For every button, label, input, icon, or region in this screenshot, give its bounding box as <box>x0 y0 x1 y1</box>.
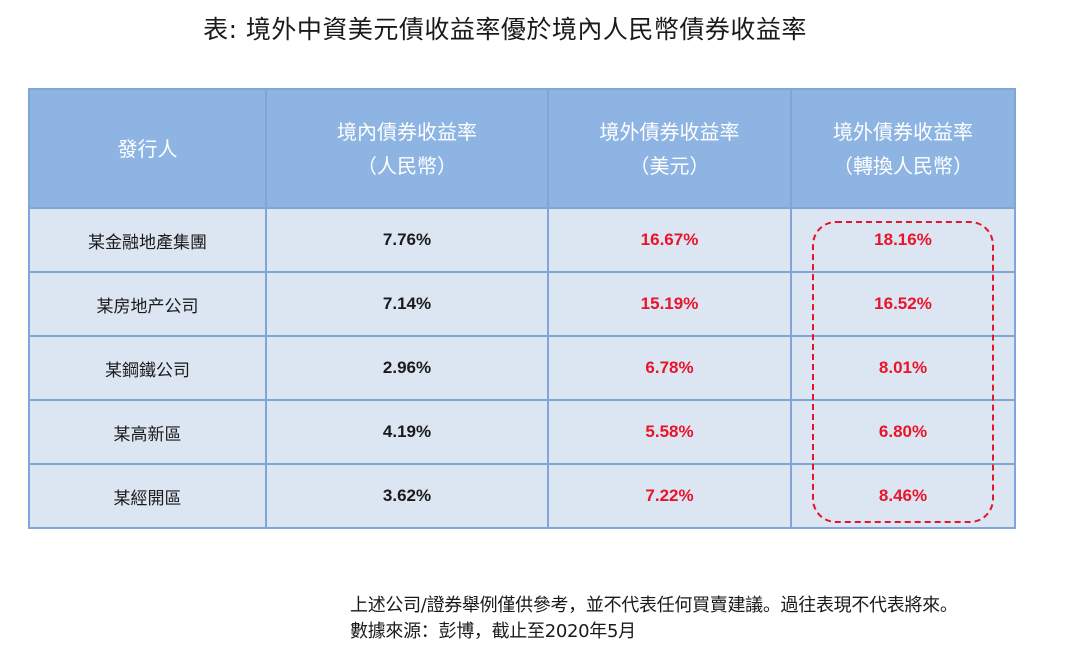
header-domestic-yield: 境內債券收益率 （人民幣） <box>265 88 549 209</box>
offshore-cny-yield-cell: 16.52% <box>790 271 1016 337</box>
header-domestic-line1: 境內債券收益率 <box>337 119 477 144</box>
domestic-yield-cell: 3.62% <box>265 463 549 529</box>
header-domestic-line2: （人民幣） <box>357 153 457 178</box>
offshore-usd-yield-cell: 16.67% <box>547 207 792 273</box>
footnotes: 上述公司/證券舉例僅供參考，並不代表任何買賣建議。過往表現不代表將來。 數據來源… <box>350 593 958 645</box>
issuer-cell: 某金融地產集團 <box>28 207 267 273</box>
offshore-cny-yield-cell: 6.80% <box>790 399 1016 465</box>
issuer-cell: 某房地产公司 <box>28 271 267 337</box>
header-offshore-cny-yield: 境外債券收益率 （轉換人民幣） <box>790 88 1016 209</box>
domestic-yield-cell: 7.76% <box>265 207 549 273</box>
offshore-usd-yield-cell: 6.78% <box>547 335 792 401</box>
issuer-cell: 某經開區 <box>28 463 267 529</box>
table-row: 某經開區 3.62% 7.22% 8.46% <box>28 463 1016 529</box>
table-row: 某鋼鐵公司 2.96% 6.78% 8.01% <box>28 335 1016 401</box>
table-row: 某房地产公司 7.14% 15.19% 16.52% <box>28 271 1016 337</box>
domestic-yield-cell: 4.19% <box>265 399 549 465</box>
offshore-usd-yield-cell: 15.19% <box>547 271 792 337</box>
header-row: 發行人 境內債券收益率 （人民幣） 境外債券收益率 （美元） 境外債券收益率 （… <box>28 88 1016 209</box>
source-note: 數據來源：彭博，截止至2020年5月 <box>350 621 636 642</box>
header-offshore-usd-line1: 境外債券收益率 <box>599 119 740 144</box>
disclaimer-note: 上述公司/證券舉例僅供參考，並不代表任何買賣建議。過往表現不代表將來。 <box>350 595 958 616</box>
yield-table: 發行人 境內債券收益率 （人民幣） 境外債券收益率 （美元） 境外債券收益率 （… <box>28 88 1016 529</box>
domestic-yield-cell: 2.96% <box>265 335 549 401</box>
table-row: 某高新區 4.19% 5.58% 6.80% <box>28 399 1016 465</box>
header-offshore-cny-line2: （轉換人民幣） <box>833 153 973 178</box>
offshore-usd-yield-cell: 7.22% <box>547 463 792 529</box>
header-issuer: 發行人 <box>28 88 267 209</box>
domestic-yield-cell: 7.14% <box>265 271 549 337</box>
offshore-usd-yield-cell: 5.58% <box>547 399 792 465</box>
header-offshore-usd-yield: 境外債券收益率 （美元） <box>547 88 792 209</box>
offshore-cny-yield-cell: 8.01% <box>790 335 1016 401</box>
header-offshore-usd-line2: （美元） <box>629 153 710 178</box>
issuer-cell: 某高新區 <box>28 399 267 465</box>
chart-title: 表: 境外中資美元債收益率優於境內人民幣債券收益率 <box>203 15 807 44</box>
highlight-dashed-box <box>812 221 994 523</box>
header-offshore-cny-line1: 境外債券收益率 <box>833 119 973 144</box>
header-issuer-line1: 發行人 <box>117 136 178 161</box>
issuer-cell: 某鋼鐵公司 <box>28 335 267 401</box>
